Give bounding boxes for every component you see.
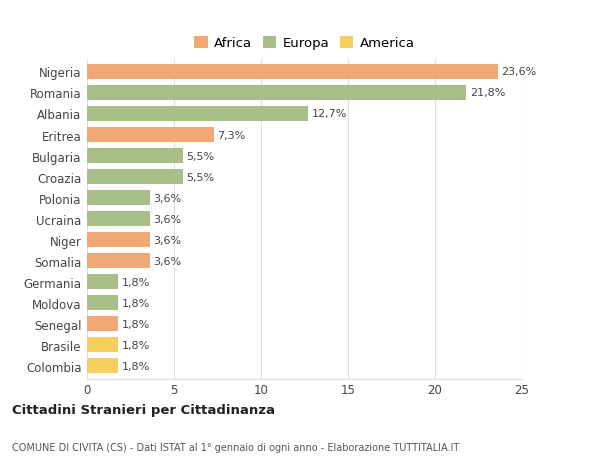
Text: 7,3%: 7,3% — [218, 130, 246, 140]
Bar — [87, 317, 118, 332]
Text: 1,8%: 1,8% — [122, 340, 150, 350]
Text: Cittadini Stranieri per Cittadinanza: Cittadini Stranieri per Cittadinanza — [12, 403, 275, 416]
Bar — [87, 106, 308, 122]
Text: 1,8%: 1,8% — [122, 277, 150, 287]
Legend: Africa, Europa, America: Africa, Europa, America — [191, 34, 418, 53]
Text: 5,5%: 5,5% — [186, 172, 214, 182]
Bar — [87, 128, 214, 143]
Bar — [87, 65, 497, 80]
Bar — [87, 190, 149, 206]
Bar — [87, 296, 118, 311]
Bar — [87, 337, 118, 353]
Text: 5,5%: 5,5% — [186, 151, 214, 161]
Bar — [87, 358, 118, 374]
Text: COMUNE DI CIVITA (CS) - Dati ISTAT al 1° gennaio di ogni anno - Elaborazione TUT: COMUNE DI CIVITA (CS) - Dati ISTAT al 1°… — [12, 442, 459, 452]
Text: 1,8%: 1,8% — [122, 361, 150, 371]
Text: 12,7%: 12,7% — [311, 109, 347, 119]
Text: 3,6%: 3,6% — [153, 214, 181, 224]
Text: 3,6%: 3,6% — [153, 256, 181, 266]
Text: 3,6%: 3,6% — [153, 235, 181, 245]
Text: 23,6%: 23,6% — [501, 67, 536, 77]
Bar — [87, 274, 118, 290]
Text: 21,8%: 21,8% — [470, 88, 505, 98]
Bar — [87, 212, 149, 227]
Bar — [87, 86, 466, 101]
Text: 1,8%: 1,8% — [122, 298, 150, 308]
Bar — [87, 149, 183, 164]
Bar — [87, 233, 149, 248]
Text: 1,8%: 1,8% — [122, 319, 150, 329]
Bar — [87, 170, 183, 185]
Bar — [87, 253, 149, 269]
Text: 3,6%: 3,6% — [153, 193, 181, 203]
